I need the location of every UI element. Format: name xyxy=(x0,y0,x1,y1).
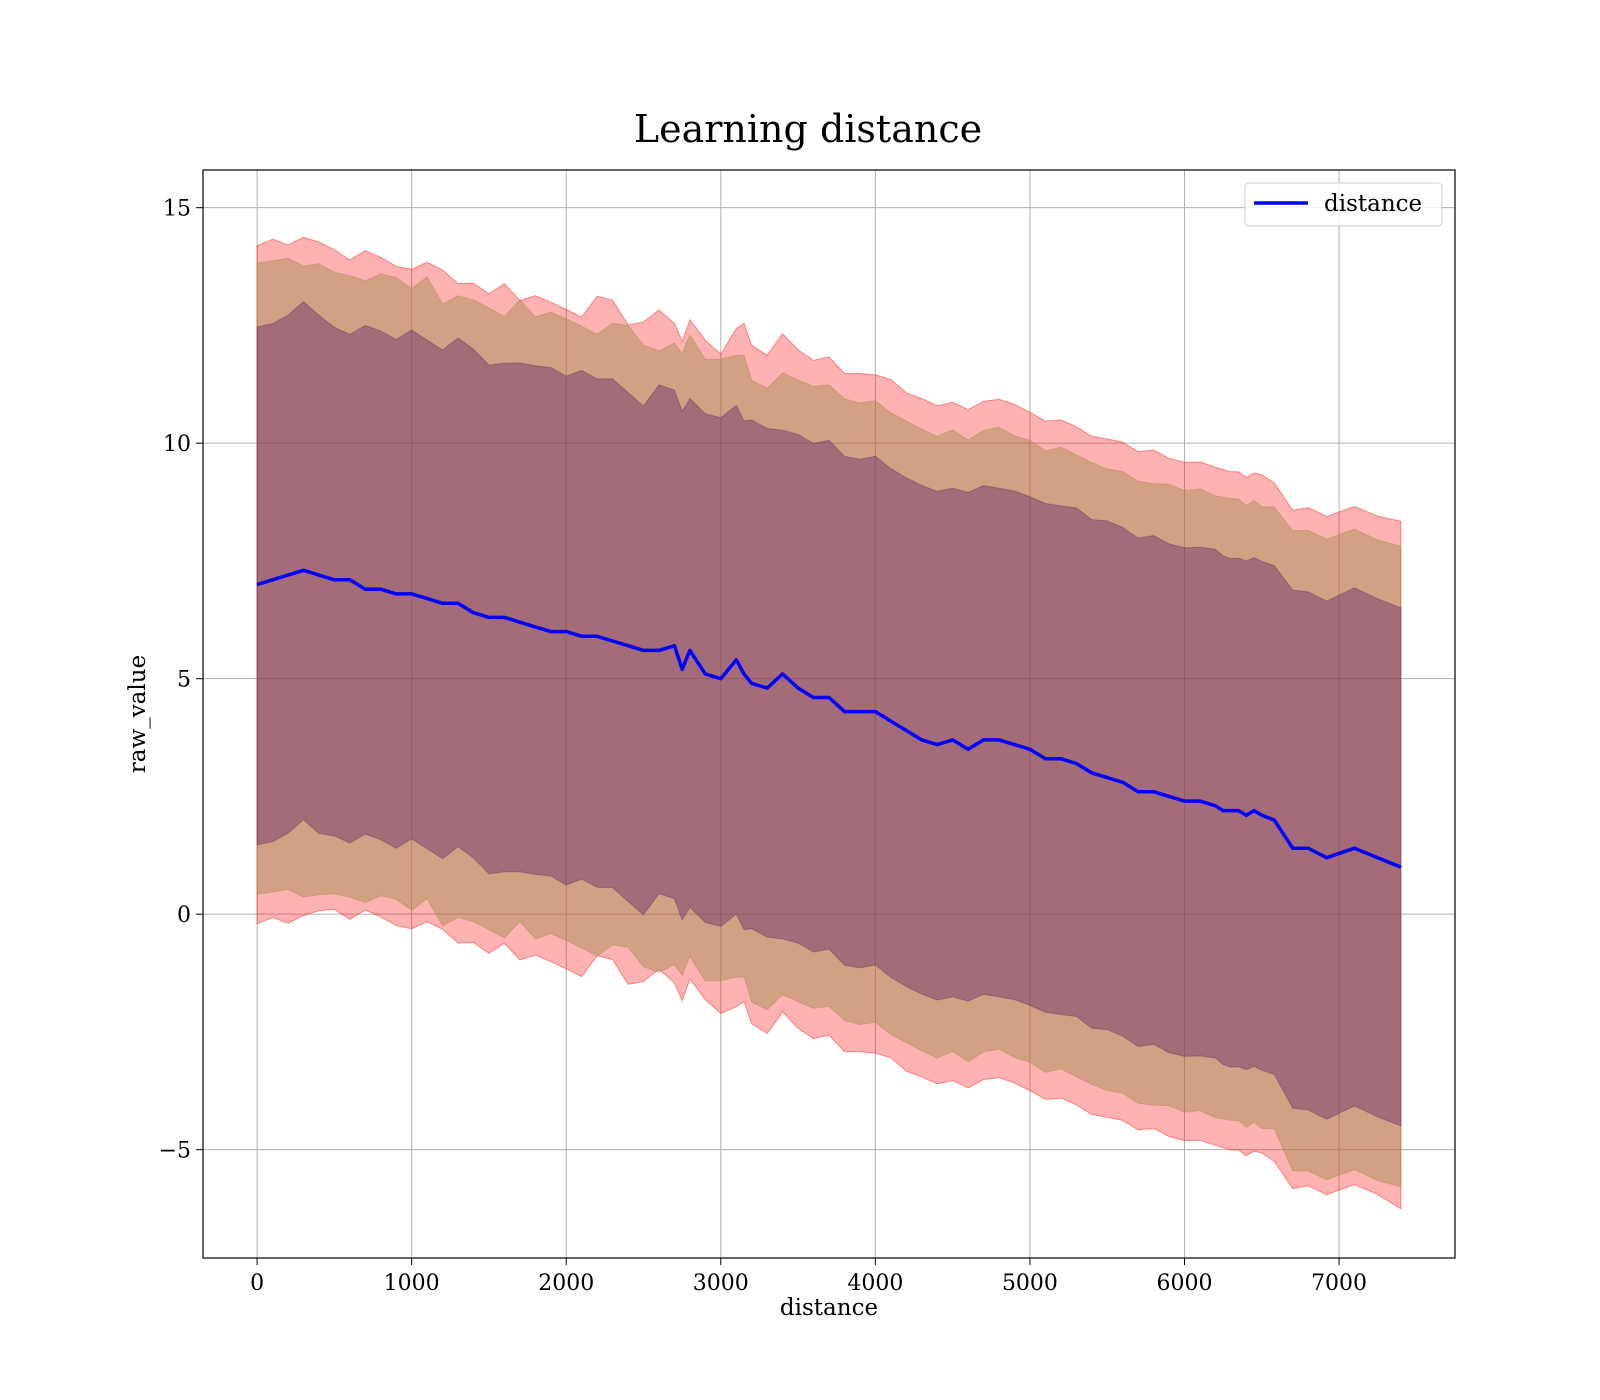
legend-box xyxy=(1244,182,1443,227)
y-axis-ticks: −5 0 5 10 15 xyxy=(159,197,203,1164)
legend-label-distance: distance xyxy=(1324,191,1422,217)
x-axis-label: distance xyxy=(780,1295,878,1321)
x-axis-ticks: 0 1000 2000 3000 4000 5000 6000 7000 xyxy=(250,1258,1367,1296)
y-tick-label: 0 xyxy=(177,903,191,928)
x-tick-label: 5000 xyxy=(1002,1271,1058,1296)
confidence-bands xyxy=(256,236,1402,1210)
y-tick-label: −5 xyxy=(159,1139,191,1164)
y-axis-label: raw_value xyxy=(125,655,151,773)
y-tick-label: 15 xyxy=(163,197,191,222)
chart-title: Learning distance xyxy=(634,107,982,151)
x-tick-label: 7000 xyxy=(1311,1271,1367,1296)
band-inner xyxy=(256,301,1402,1127)
x-tick-label: 2000 xyxy=(538,1271,594,1296)
x-tick-label: 0 xyxy=(250,1271,264,1296)
plot-frame xyxy=(202,169,1456,1259)
series-line-distance xyxy=(256,568,1402,869)
band-outer xyxy=(256,236,1402,1210)
y-tick-label: 10 xyxy=(163,432,191,457)
x-tick-label: 1000 xyxy=(384,1271,440,1296)
x-tick-label: 6000 xyxy=(1157,1271,1213,1296)
band-middle xyxy=(256,257,1402,1188)
x-tick-label: 4000 xyxy=(847,1271,903,1296)
legend: distance xyxy=(1244,182,1443,227)
series-lines xyxy=(256,568,1402,869)
y-tick-label: 5 xyxy=(177,668,191,693)
x-tick-label: 3000 xyxy=(693,1271,749,1296)
